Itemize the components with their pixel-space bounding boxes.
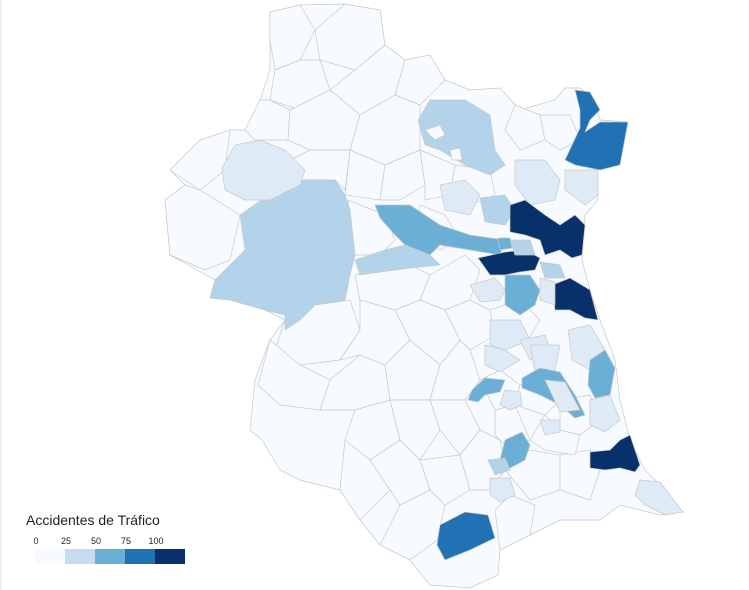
legend-swatch [125, 549, 155, 564]
legend-tick: 75 [120, 536, 132, 546]
legend-swatch [155, 549, 185, 564]
legend-tick: 0 [33, 536, 39, 546]
left-edge [0, 0, 2, 590]
legend-title: Accidentes de Tráfico [26, 512, 160, 528]
legend-swatch [65, 549, 95, 564]
legend-swatch [95, 549, 125, 564]
accident-regions[interactable] [209, 89, 684, 561]
legend-ticks: 0 25 50 75 100 [26, 536, 196, 547]
municipality-borders [164, 3, 601, 561]
legend-tick: 50 [90, 536, 102, 546]
map-legend: Accidentes de Tráfico 0 25 50 75 100 [26, 512, 196, 564]
legend-tick: 100 [148, 536, 164, 546]
legend-tick: 25 [60, 536, 72, 546]
legend-swatch [35, 549, 65, 564]
legend-color-scale [35, 549, 196, 564]
